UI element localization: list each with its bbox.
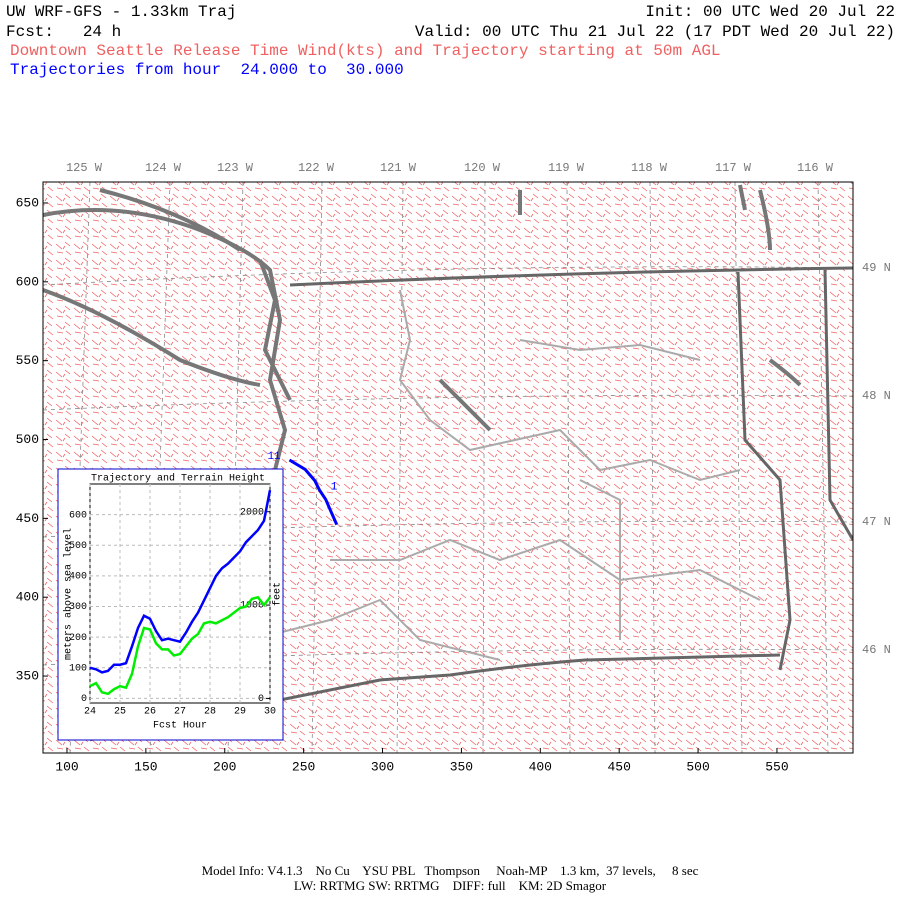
title: UW WRF-GFS - 1.33km Traj <box>6 3 236 21</box>
longitude-label: 121 W <box>380 161 417 175</box>
model-info: Model Info: V4.1.3 No Cu YSU PBL Thompso… <box>202 863 699 878</box>
x-tick-label: 30 <box>264 707 276 718</box>
y2-tick-label: 0 <box>258 694 264 705</box>
inset: Trajectory and Terrain Height Fcst Hour … <box>57 468 284 741</box>
y-tick-label: 300 <box>69 602 87 613</box>
forecast-hour: Fcst: 24 h <box>6 23 121 41</box>
hour-marker: 1 <box>331 482 338 494</box>
x-tick-label: 250 <box>292 759 315 774</box>
x-tick-label: 400 <box>529 759 552 774</box>
x-tick-label: 100 <box>55 759 78 774</box>
longitude-label: 123 W <box>217 161 254 175</box>
longitude-label: 116 W <box>797 161 834 175</box>
y2-tick-label: 1000 <box>240 601 264 612</box>
x-tick-label: 200 <box>213 759 236 774</box>
y-tick-label: 0 <box>81 694 87 705</box>
longitude-label: 124 W <box>145 161 182 175</box>
longitude-label: 125 W <box>66 161 103 175</box>
trajectory <box>288 458 339 526</box>
x-axis-label: Fcst Hour <box>153 721 207 732</box>
latitude-label: 47 N <box>862 515 891 529</box>
y-tick-label: 450 <box>16 511 39 526</box>
x-tick-label: 26 <box>144 707 156 718</box>
y-tick-label: 500 <box>69 541 87 552</box>
y-tick-label: 200 <box>69 633 87 644</box>
series-line <box>89 489 272 674</box>
map-frame <box>42 181 854 754</box>
x-tick-label: 24 <box>84 707 96 718</box>
x-tick-label: 500 <box>686 759 709 774</box>
y-tick-label: 400 <box>69 572 87 583</box>
x-tick-label: 29 <box>234 707 246 718</box>
latitude-label: 49 N <box>862 261 891 275</box>
x-tick-label: 450 <box>607 759 630 774</box>
longitude-label: 118 W <box>631 161 668 175</box>
inset-title: Trajectory and Terrain Height <box>91 473 265 485</box>
y-tick-label: 600 <box>69 510 87 521</box>
subtitle: Downtown Seattle Release Time Wind(kts) … <box>10 42 721 60</box>
model-physics: LW: RRTMG SW: RRTMG DIFF: full KM: 2D Sm… <box>294 878 607 893</box>
x-tick-label: 350 <box>450 759 473 774</box>
y-tick-label: 350 <box>16 668 39 683</box>
y2-axis-label: feet <box>272 582 284 606</box>
map-overlay: 100 150 200 250 300 350 400 450 500 5503504004505… <box>16 161 891 774</box>
longitude-label: 122 W <box>298 161 335 175</box>
y-tick-label: 550 <box>16 353 39 368</box>
y-tick-label: 100 <box>69 663 87 674</box>
valid-time: Valid: 00 UTC Thu 21 Jul 22 (17 PDT Wed … <box>415 23 895 41</box>
x-tick-label: 28 <box>204 707 216 718</box>
x-tick-label: 27 <box>174 707 186 718</box>
x-tick-label: 150 <box>134 759 157 774</box>
longitude-label: 120 W <box>464 161 501 175</box>
x-tick-label: 300 <box>371 759 394 774</box>
latitude-label: 46 N <box>862 643 891 657</box>
coastlines <box>43 184 802 471</box>
inset-plot: 24 25 26 27 28 29 3001002003004005006000100020… <box>69 483 276 718</box>
longitude-label: 117 W <box>715 161 752 175</box>
longitude-label: 119 W <box>548 161 585 175</box>
y-tick-label: 650 <box>16 195 39 210</box>
init-time: Init: 00 UTC Wed 20 Jul 22 <box>645 3 895 21</box>
y-tick-label: 400 <box>16 590 39 605</box>
hour-marker: 11 <box>267 451 281 463</box>
latitude-label: 48 N <box>862 389 891 403</box>
y-axis-label: meters above sea level <box>63 528 75 660</box>
series-line <box>89 595 271 696</box>
y-tick-label: 600 <box>16 274 39 289</box>
y2-tick-label: 2000 <box>240 507 264 518</box>
y-tick-label: 500 <box>16 432 39 447</box>
x-tick-label: 550 <box>765 759 788 774</box>
trajectory-hours: Trajectories from hour 24.000 to 30.000 <box>10 61 404 79</box>
x-tick-label: 25 <box>114 707 126 718</box>
